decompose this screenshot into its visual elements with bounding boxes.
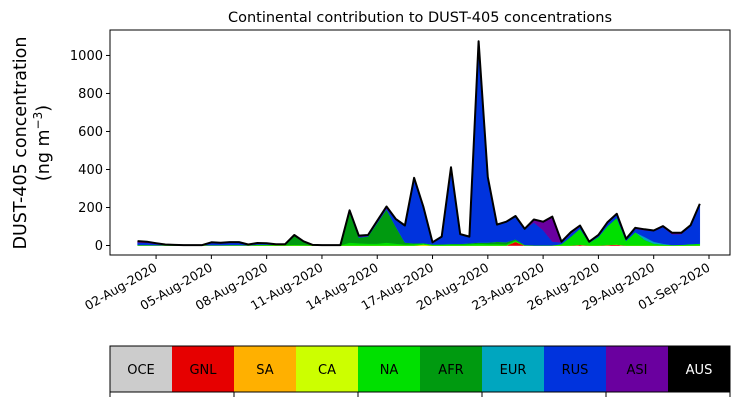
area-layers (137, 40, 701, 247)
x-ticks: 02-Aug-202005-Aug-202008-Aug-202011-Aug-… (82, 255, 713, 313)
colorbar-swatch-afr: AFR (420, 346, 483, 392)
swatch-color (296, 346, 359, 392)
y-tick-label: 1000 (70, 49, 103, 64)
plot-frame (109, 29, 731, 256)
colorbar-label: RUS (562, 363, 589, 378)
colorbar-swatch-eur: EUR (482, 346, 545, 392)
colorbar-label: EUR (500, 363, 527, 378)
colorbar-label: CA (318, 363, 336, 378)
swatch-color (544, 346, 607, 392)
colorbar-frame (109, 345, 731, 393)
colorbar-swatch-sa: SA (234, 346, 297, 392)
y-tick-label: 0 (95, 239, 103, 254)
colorbar-swatch-ca: CA (296, 346, 359, 392)
colorbar-label: AFR (438, 363, 463, 378)
colorbar-label: NA (380, 363, 399, 378)
y-axis-label-line1: DUST-405 concentration (11, 37, 31, 250)
y-axis-label-line2: (ng m−3) (31, 105, 54, 181)
colorbar-label: OCE (127, 363, 155, 378)
colorbar-label: GNL (189, 363, 217, 378)
swatch-color (234, 346, 297, 392)
swatch-color (172, 346, 235, 392)
y-tick-label: 800 (78, 87, 103, 102)
swatch-color (420, 346, 483, 392)
y-ticks: 0 200 400 600 800 1000 (70, 49, 110, 254)
chart-title: Continental contribution to DUST-405 con… (228, 10, 612, 26)
swatch-color (358, 346, 421, 392)
total-line (137, 40, 701, 247)
colorbar-legend: OCE GNL SA CA NA AFR EUR RUS ASI AUS (109, 345, 731, 397)
swatch-color (668, 346, 731, 392)
y-tick-label: 200 (78, 201, 103, 216)
colorbar-label: AUS (686, 363, 713, 378)
colorbar-label: SA (256, 363, 273, 378)
swatch-color (110, 346, 173, 392)
y-axis-unit-exponent: −3 (31, 112, 45, 130)
y-axis-unit: (ng m (34, 129, 54, 181)
swatch-color (482, 346, 545, 392)
colorbar-swatch-oce: OCE (110, 346, 173, 392)
colorbar-swatch-asi: ASI (606, 346, 669, 392)
colorbar-swatch-na: NA (358, 346, 421, 392)
swatch-color (606, 346, 669, 392)
colorbar-label: ASI (627, 363, 648, 378)
y-tick-label: 600 (78, 125, 103, 140)
y-axis-unit-close: ) (34, 105, 54, 112)
colorbar-swatch-rus: RUS (544, 346, 607, 392)
colorbar-swatch-aus: AUS (668, 346, 731, 392)
colorbar-swatch-gnl: GNL (172, 346, 235, 392)
y-tick-label: 400 (78, 163, 103, 178)
y-axis-label: DUST-405 concentration (ng m−3) (11, 37, 54, 250)
